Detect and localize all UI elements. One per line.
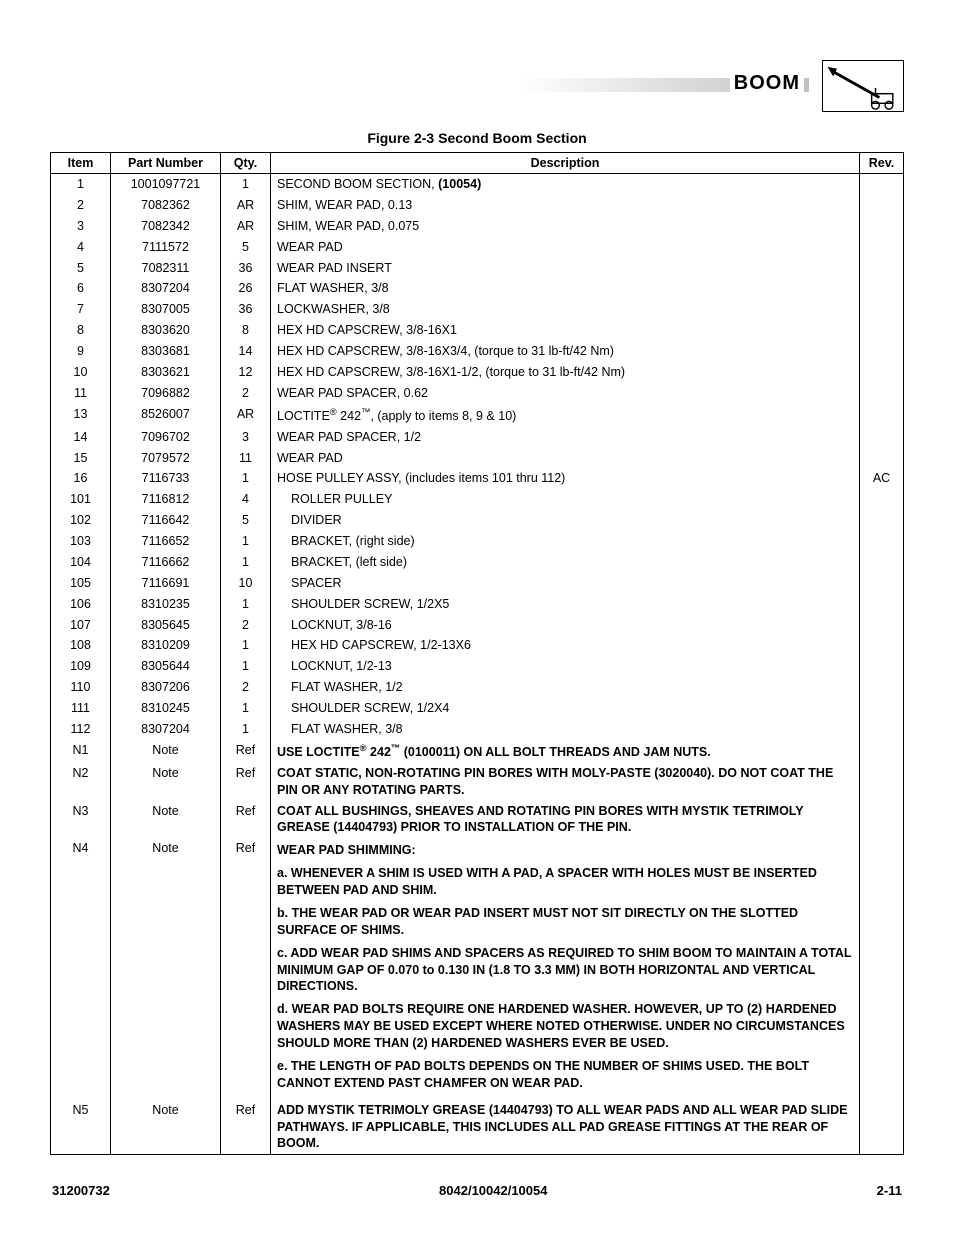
table-note-row: N5NoteRefADD MYSTIK TETRIMOLY GREASE (14… bbox=[51, 1100, 904, 1155]
table-row: 883036208HEX HD CAPSCREW, 3/8-16X1 bbox=[51, 320, 904, 341]
col-qty: Qty. bbox=[221, 153, 271, 174]
table-row: 11183102451SHOULDER SCREW, 1/2X4 bbox=[51, 698, 904, 719]
col-desc: Description bbox=[271, 153, 860, 174]
table-row: 10983056441LOCKNUT, 1/2-13 bbox=[51, 656, 904, 677]
table-row: 1170968822WEAR PAD SPACER, 0.62 bbox=[51, 383, 904, 404]
page-footer: 31200732 8042/10042/10054 2-11 bbox=[50, 1183, 904, 1198]
page: BOOM Figure 2-3 Second Boom Section Item… bbox=[0, 0, 954, 1228]
table-note-row: N4NoteRefWEAR PAD SHIMMING:a. WHENEVER A… bbox=[51, 838, 904, 1099]
table-row: 37082342ARSHIM, WEAR PAD, 0.075 bbox=[51, 216, 904, 237]
table-row: 471115725WEAR PAD bbox=[51, 237, 904, 258]
table-row: 1671167331HOSE PULLEY ASSY, (includes it… bbox=[51, 468, 904, 489]
table-row: 138526007ARLOCTITE® 242™, (apply to item… bbox=[51, 404, 904, 427]
table-row: 10371166521BRACKET, (right side) bbox=[51, 531, 904, 552]
table-row: 10883102091HEX HD CAPSCREW, 1/2-13X6 bbox=[51, 635, 904, 656]
table-note-row: N2NoteRefCOAT STATIC, NON-ROTATING PIN B… bbox=[51, 763, 904, 801]
header-bar: BOOM bbox=[50, 60, 904, 110]
table-row: 1470967023WEAR PAD SPACER, 1/2 bbox=[51, 427, 904, 448]
table-row: 9830368114HEX HD CAPSCREW, 3/8-16X3/4, (… bbox=[51, 341, 904, 362]
footer-left: 31200732 bbox=[52, 1183, 110, 1198]
table-header-row: Item Part Number Qty. Description Rev. bbox=[51, 153, 904, 174]
table-row: 10830362112HEX HD CAPSCREW, 3/8-16X1-1/2… bbox=[51, 362, 904, 383]
table-row: 27082362ARSHIM, WEAR PAD, 0.13 bbox=[51, 195, 904, 216]
table-note-row: N3NoteRefCOAT ALL BUSHINGS, SHEAVES AND … bbox=[51, 801, 904, 839]
table-row: 5708231136WEAR PAD INSERT bbox=[51, 258, 904, 279]
section-title: BOOM bbox=[730, 72, 804, 95]
table-row: 10171168124ROLLER PULLEY bbox=[51, 489, 904, 510]
col-item: Item bbox=[51, 153, 111, 174]
table-row: 15707957211WEAR PAD bbox=[51, 448, 904, 469]
col-rev: Rev. bbox=[860, 153, 904, 174]
table-row: 11283072041FLAT WASHER, 3/8 bbox=[51, 719, 904, 740]
figure-caption: Figure 2-3 Second Boom Section bbox=[50, 130, 904, 146]
table-row: 6830720426FLAT WASHER, 3/8 bbox=[51, 278, 904, 299]
table-row: 10683102351SHOULDER SCREW, 1/2X5 bbox=[51, 594, 904, 615]
footer-right: 2-11 bbox=[877, 1183, 902, 1198]
table-row: 110010977211SECOND BOOM SECTION, (10054) bbox=[51, 174, 904, 195]
table-row: 10783056452LOCKNUT, 3/8-16 bbox=[51, 615, 904, 636]
col-part: Part Number bbox=[111, 153, 221, 174]
footer-center: 8042/10042/10054 bbox=[439, 1183, 547, 1198]
table-body: 110010977211SECOND BOOM SECTION, (10054)… bbox=[51, 174, 904, 1155]
table-row: 7830700536LOCKWASHER, 3/8 bbox=[51, 299, 904, 320]
table-row: 10271166425DIVIDER bbox=[51, 510, 904, 531]
boom-icon bbox=[822, 60, 904, 112]
table-row: 10471166621BRACKET, (left side) bbox=[51, 552, 904, 573]
table-note-row: N1NoteRefUSE LOCTITE® 242™ (0100011) ON … bbox=[51, 740, 904, 763]
parts-table: Item Part Number Qty. Description Rev. 1… bbox=[50, 152, 904, 1155]
table-row: 11083072062FLAT WASHER, 1/2 bbox=[51, 677, 904, 698]
table-row: 105711669110SPACER bbox=[51, 573, 904, 594]
